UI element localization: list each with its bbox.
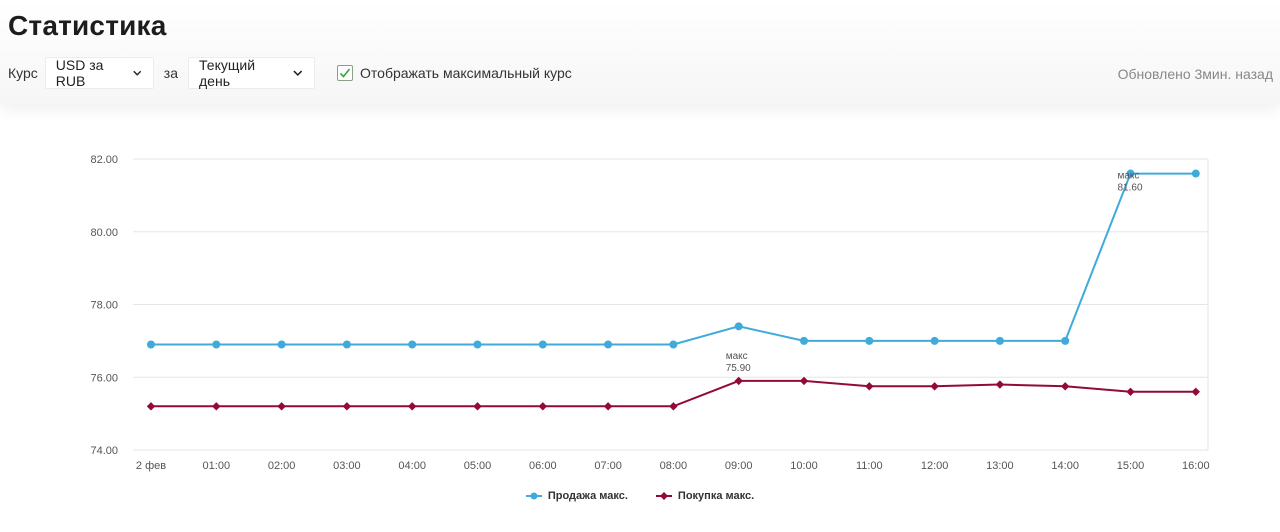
x-tick-label: 10:00 (790, 460, 818, 472)
data-point[interactable] (799, 376, 809, 386)
y-tick-label: 78.00 (90, 300, 118, 312)
legend-item-sell[interactable]: Продажа макс. (525, 490, 628, 502)
data-point[interactable] (408, 340, 417, 349)
chevron-down-icon (293, 70, 303, 77)
legend-item-buy[interactable]: Покупка макс. (655, 490, 755, 502)
data-point[interactable] (604, 340, 613, 349)
x-tick-label: 05:00 (464, 460, 492, 472)
data-point[interactable] (408, 402, 417, 411)
header: Статистика Курс USD за RUB за Текущий де… (0, 0, 1280, 104)
data-point[interactable] (669, 402, 678, 411)
data-point[interactable] (930, 336, 939, 345)
x-tick-label: 01:00 (203, 460, 231, 472)
x-tick-label: 13:00 (986, 460, 1014, 472)
series-line-0 (151, 172, 1196, 346)
circle-marker-icon (525, 492, 542, 500)
data-point[interactable] (865, 382, 874, 391)
data-point[interactable] (1191, 387, 1200, 396)
data-point[interactable] (995, 380, 1005, 389)
data-point[interactable] (146, 402, 156, 411)
data-point[interactable] (342, 402, 352, 411)
data-point[interactable] (865, 336, 874, 345)
x-tick-label: 11:00 (856, 460, 883, 472)
legend-label-sell: Продажа макс. (547, 490, 628, 502)
data-point[interactable] (212, 340, 221, 349)
x-tick-label: 02:00 (268, 460, 296, 472)
data-point[interactable] (147, 340, 155, 349)
y-tick-label: 76.00 (90, 372, 118, 384)
y-tick-label: 80.00 (90, 227, 118, 239)
chevron-down-icon (133, 70, 142, 76)
x-tick-label: 12:00 (921, 460, 949, 472)
data-point[interactable] (669, 340, 678, 349)
data-point[interactable] (342, 340, 351, 349)
period-select-value: Текущий день (199, 57, 256, 89)
y-tick-label: 74.00 (90, 445, 118, 457)
data-point[interactable] (1061, 382, 1070, 391)
data-point[interactable] (473, 340, 482, 349)
data-point[interactable] (277, 402, 286, 411)
legend: Продажа макс. Покупка макс. (0, 490, 1280, 502)
data-point[interactable] (1191, 169, 1200, 178)
show-max-label: Отображать максимальный курс (360, 65, 572, 81)
rate-chart: 74.00 76.00 78.00 80.00 82.00 2 фев 01:00 02:0… (90, 154, 1210, 472)
series (146, 169, 1200, 411)
data-point[interactable] (800, 336, 808, 345)
data-point[interactable] (538, 402, 547, 411)
annotation-label: макс (1118, 171, 1140, 182)
data-point[interactable] (603, 402, 613, 411)
data-point[interactable] (277, 340, 286, 349)
currency-select[interactable]: USD за RUB (44, 57, 154, 89)
x-tick-label: 14:00 (1051, 460, 1079, 472)
annotation-value: 75.90 (726, 363, 751, 374)
y-axis-ticks: 74.00 76.00 78.00 80.00 82.00 (90, 154, 118, 457)
data-point[interactable] (995, 336, 1004, 345)
show-max-checkbox[interactable] (337, 65, 354, 81)
x-tick-label: 15:00 (1117, 460, 1145, 472)
legend-label-buy: Покупка макс. (677, 490, 755, 502)
x-tick-label: 16:00 (1182, 460, 1210, 472)
x-tick-label: 04:00 (398, 460, 426, 472)
updated-status: Обновлено 3мин. назад (1117, 66, 1273, 82)
page-title: Статистика (8, 10, 167, 41)
x-tick-label: 06:00 (529, 460, 557, 472)
x-axis-ticks: 2 фев 01:00 02:00 03:00 04:00 05:00 06:00 07:00… (136, 460, 1210, 472)
data-point[interactable] (1126, 387, 1135, 396)
period-select[interactable]: Текущий день (188, 57, 316, 89)
data-point[interactable] (734, 322, 743, 331)
show-max-toggle[interactable]: Отображать максимальный курс (337, 65, 572, 81)
currency-label: Курс (8, 65, 38, 81)
data-point[interactable] (1126, 169, 1135, 178)
x-tick-label: 09:00 (725, 460, 753, 472)
data-point[interactable] (734, 376, 743, 386)
checkmark-icon (339, 68, 351, 78)
data-point[interactable] (538, 340, 547, 349)
annotation-value: 81.60 (1118, 183, 1143, 194)
data-point[interactable] (473, 402, 482, 411)
y-tick-label: 82.00 (90, 154, 118, 166)
x-tick-label: 03:00 (333, 460, 361, 472)
x-tick-label: 2 фев (136, 460, 166, 472)
x-tick-label: 08:00 (660, 460, 688, 472)
data-point[interactable] (1061, 336, 1070, 345)
currency-select-value: USD за RUB (55, 57, 104, 89)
diamond-marker-icon (655, 492, 672, 500)
data-point[interactable] (212, 402, 221, 411)
controls-bar: Курс USD за RUB за Текущий день Отобража… (8, 57, 572, 89)
x-tick-label: 07:00 (594, 460, 622, 472)
period-label: за (163, 65, 179, 81)
annotation-label: макс (726, 351, 748, 362)
data-point[interactable] (930, 382, 939, 391)
grid (133, 158, 1209, 451)
